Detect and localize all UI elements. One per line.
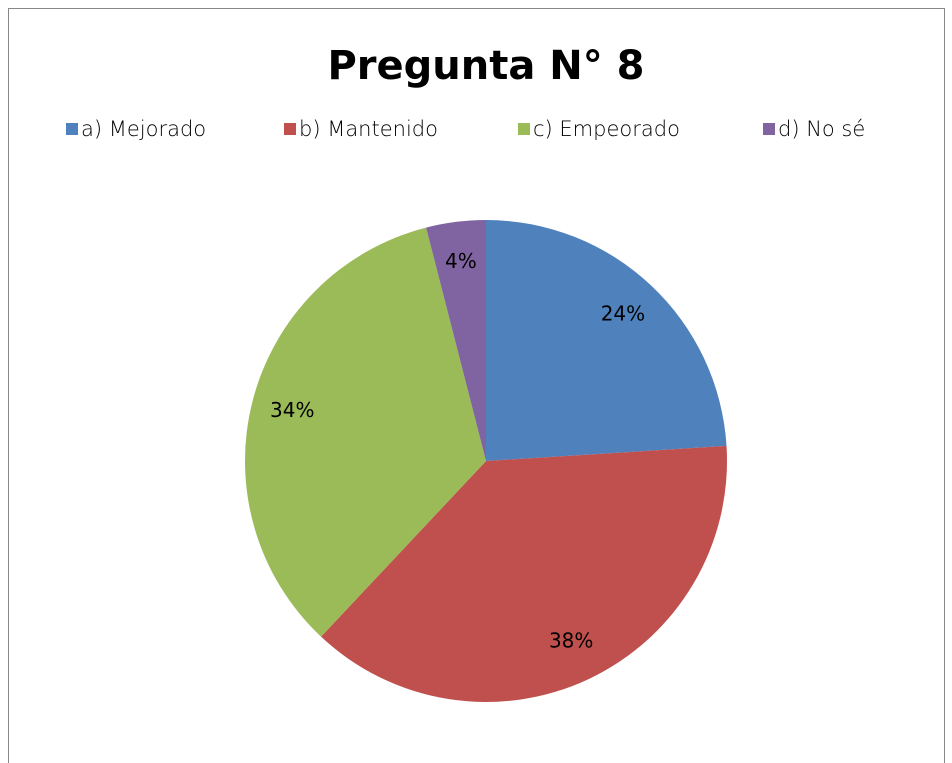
- pie-slice: [426, 220, 486, 461]
- chart-title: Pregunta N° 8: [327, 43, 644, 89]
- data-label: 38%: [549, 628, 593, 652]
- legend-marker: [284, 123, 296, 135]
- legend-marker: [518, 123, 530, 135]
- legend-label: a) Mejorado: [81, 117, 206, 141]
- data-label: 34%: [270, 398, 314, 422]
- legend-marker: [66, 123, 78, 135]
- pie-slice: [245, 227, 486, 637]
- data-label: 24%: [601, 302, 645, 326]
- data-label: 4%: [445, 249, 477, 273]
- pie-slice: [486, 220, 727, 461]
- pie-slice: [321, 445, 727, 703]
- legend-label: b) Mantenido: [299, 117, 438, 141]
- legend-label: d) No sé: [778, 117, 865, 141]
- legend-label: c) Empeorado: [533, 117, 680, 141]
- legend-marker: [763, 123, 775, 135]
